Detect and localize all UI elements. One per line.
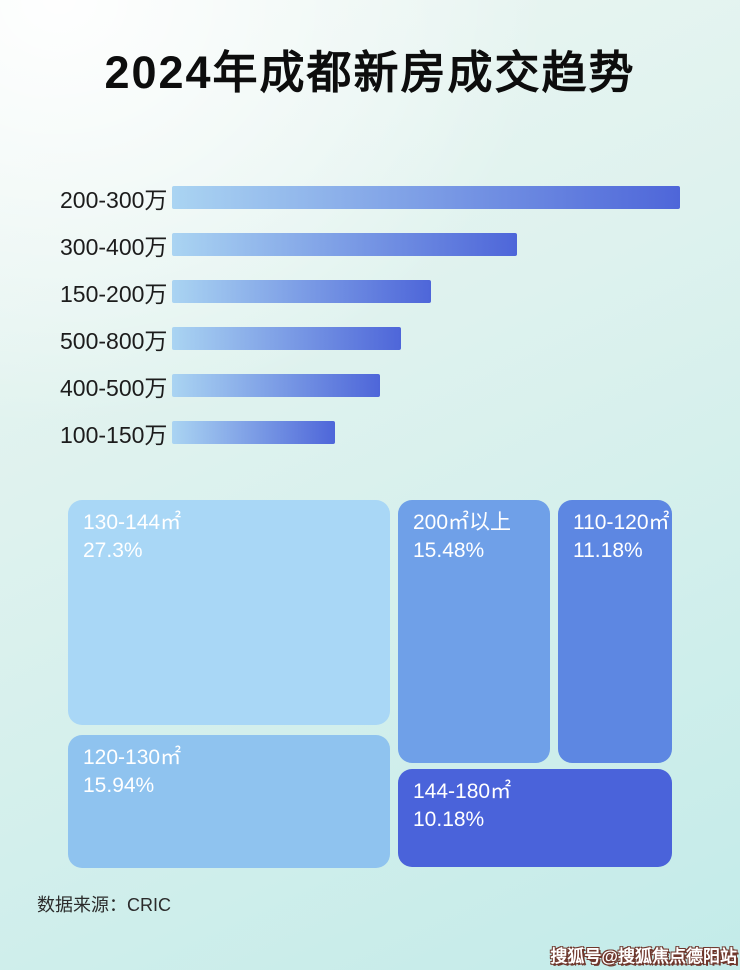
bar-track — [172, 280, 680, 303]
treemap-block-value: 11.18% — [573, 539, 643, 563]
treemap-block-value: 27.3% — [83, 539, 143, 563]
treemap-block-label: 110-120㎡ — [573, 511, 670, 534]
data-source-label: 数据来源：CRIC — [37, 895, 171, 915]
bar-track — [172, 233, 680, 256]
bar-row: 200-300万 — [60, 186, 680, 213]
bar-row: 400-500万 — [60, 374, 680, 401]
bar-row: 500-800万 — [60, 327, 680, 354]
watermark: 搜狐号@搜狐焦点德阳站 — [550, 947, 737, 966]
treemap-block: 120-130㎡ 15.94% — [68, 735, 390, 868]
treemap-block-label: 200㎡以上 — [413, 511, 512, 534]
price-range-bar-chart: 200-300万 300-400万 150-200万 500-800万 400-500万… — [60, 186, 680, 468]
treemap-block-label: 130-144㎡ — [83, 511, 182, 534]
treemap-block-value: 15.48% — [413, 539, 485, 563]
bar-track — [172, 421, 680, 444]
treemap-block: 144-180㎡ 10.18% — [398, 769, 672, 867]
bar-fill — [172, 186, 680, 209]
bar-category-label: 100-150万 — [60, 421, 168, 448]
treemap-block-label: 144-180㎡ — [413, 780, 512, 803]
treemap-block: 200㎡以上 15.48% — [398, 500, 550, 763]
bar-category-label: 500-800万 — [60, 327, 168, 354]
bar-track — [172, 374, 680, 397]
treemap-block-value: 10.18% — [413, 808, 485, 832]
page-title: 2024年成都新房成交趋势 — [104, 47, 636, 98]
bar-row: 300-400万 — [60, 233, 680, 260]
treemap-block: 110-120㎡ 11.18% — [558, 500, 672, 763]
bar-category-label: 200-300万 — [60, 186, 168, 213]
treemap-block-value: 15.94% — [83, 774, 155, 798]
bar-track — [172, 186, 680, 209]
bar-fill — [172, 327, 401, 350]
bar-category-label: 400-500万 — [60, 374, 168, 401]
bar-category-label: 300-400万 — [60, 233, 168, 260]
treemap-block-label: 120-130㎡ — [83, 746, 182, 769]
bar-row: 150-200万 — [60, 280, 680, 307]
bar-row: 100-150万 — [60, 421, 680, 448]
bar-fill — [172, 421, 335, 444]
bar-category-label: 150-200万 — [60, 280, 168, 307]
unit-area-treemap: 130-144㎡ 27.3% 120-130㎡ 15.94% 200㎡以上 15.48% 1… — [68, 500, 672, 868]
treemap-block: 130-144㎡ 27.3% — [68, 500, 390, 725]
bar-track — [172, 327, 680, 350]
bar-fill — [172, 233, 518, 256]
bar-fill — [172, 374, 381, 397]
bar-fill — [172, 280, 432, 303]
